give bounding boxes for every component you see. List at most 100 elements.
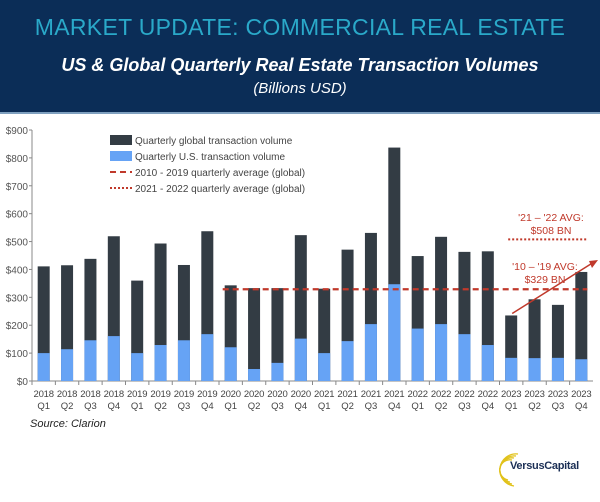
x-tick-label-year: 2018 bbox=[34, 389, 54, 400]
bar-us bbox=[528, 358, 541, 381]
bar-us bbox=[271, 362, 284, 381]
x-tick-label-quarter: Q4 bbox=[481, 401, 494, 412]
bar-us bbox=[84, 340, 97, 381]
y-tick-label: $900 bbox=[6, 126, 29, 137]
bar-us bbox=[131, 353, 144, 381]
x-tick-label-quarter: Q3 bbox=[552, 401, 565, 412]
bar-us bbox=[341, 341, 354, 381]
arrow-head-icon bbox=[589, 260, 598, 268]
x-tick-label-year: 2023 bbox=[524, 389, 544, 400]
x-tick-label-year: 2019 bbox=[197, 389, 217, 400]
bar-us bbox=[388, 284, 401, 381]
x-tick-label-quarter: Q1 bbox=[37, 401, 50, 412]
x-tick-label-year: 2019 bbox=[150, 389, 170, 400]
x-tick-label-quarter: Q3 bbox=[365, 401, 378, 412]
x-tick-label-year: 2019 bbox=[127, 389, 147, 400]
transaction-volume-chart: $0 $100 $200 $300 $400 $500 $600 $700 $800 $900 20… bbox=[6, 126, 598, 412]
x-tick-label-year: 2020 bbox=[221, 389, 241, 400]
x-tick-label-quarter: Q2 bbox=[435, 401, 448, 412]
x-tick-label-quarter: Q1 bbox=[505, 401, 518, 412]
x-tick-label-quarter: Q4 bbox=[107, 401, 120, 412]
y-tick-label: $400 bbox=[6, 265, 29, 276]
x-tick-label-quarter: Q3 bbox=[458, 401, 471, 412]
x-tick-label-year: 2023 bbox=[501, 389, 521, 400]
x-tick-label-year: 2018 bbox=[80, 389, 100, 400]
bar-us bbox=[201, 334, 214, 381]
source-note: Source: Clarion bbox=[30, 418, 106, 430]
x-tick-label-year: 2022 bbox=[454, 389, 474, 400]
x-tick-label-year: 2018 bbox=[104, 389, 124, 400]
x-tick-label-year: 2022 bbox=[408, 389, 428, 400]
bar-global bbox=[575, 271, 588, 381]
x-tick-label-quarter: Q2 bbox=[61, 401, 74, 412]
bar-us bbox=[107, 336, 120, 381]
x-tick-label-year: 2022 bbox=[478, 389, 498, 400]
x-tick-label-quarter: Q1 bbox=[224, 401, 237, 412]
bar-us bbox=[154, 345, 167, 381]
bar-us bbox=[481, 345, 494, 381]
chart-title: US & Global Quarterly Real Estate Transa… bbox=[61, 55, 539, 75]
bar-us bbox=[318, 353, 331, 381]
bar-us bbox=[458, 334, 471, 381]
x-tick-label-quarter: Q3 bbox=[84, 401, 97, 412]
bar-us bbox=[551, 357, 564, 381]
logo-swoosh-icon bbox=[499, 453, 519, 487]
x-tick-label-quarter: Q2 bbox=[154, 401, 167, 412]
x-tick-label-year: 2021 bbox=[314, 389, 334, 400]
x-tick-label-quarter: Q2 bbox=[341, 401, 354, 412]
header-banner: MARKET UPDATE: COMMERCIAL REAL ESTATE US… bbox=[0, 0, 600, 114]
x-tick-label-quarter: Q4 bbox=[575, 401, 588, 412]
x-tick-label-quarter: Q3 bbox=[271, 401, 284, 412]
chart-unit: (Billions USD) bbox=[253, 80, 347, 97]
bar-us bbox=[177, 340, 190, 381]
x-tick-label-year: 2021 bbox=[361, 389, 381, 400]
y-tick-label: $0 bbox=[17, 377, 29, 388]
y-tick-label: $800 bbox=[6, 154, 29, 165]
bar-us bbox=[61, 349, 74, 381]
y-tick-label: $700 bbox=[6, 182, 29, 193]
x-tick-label-quarter: Q1 bbox=[131, 401, 144, 412]
x-tick-label-year: 2020 bbox=[244, 389, 264, 400]
x-tick-label-quarter: Q4 bbox=[201, 401, 214, 412]
x-tick-label-year: 2020 bbox=[291, 389, 311, 400]
bar-us bbox=[294, 338, 307, 381]
x-tick-label-year: 2018 bbox=[57, 389, 77, 400]
x-tick-label-year: 2019 bbox=[174, 389, 194, 400]
x-tick-label-quarter: Q3 bbox=[178, 401, 191, 412]
y-tick-label: $100 bbox=[6, 349, 29, 360]
bar-us bbox=[37, 353, 50, 381]
bar-us bbox=[575, 359, 588, 381]
bar-us bbox=[411, 328, 424, 381]
y-tick-label: $600 bbox=[6, 210, 29, 221]
x-tick-label-year: 2020 bbox=[267, 389, 287, 400]
x-tick-label-quarter: Q4 bbox=[294, 401, 307, 412]
annotation-label: '10 – '19 AVG: bbox=[512, 261, 578, 273]
bar-global bbox=[271, 288, 284, 381]
y-tick-label: $500 bbox=[6, 238, 29, 249]
page-title: MARKET UPDATE: COMMERCIAL REAL ESTATE bbox=[34, 14, 566, 40]
bar-us bbox=[505, 357, 518, 381]
bar-us bbox=[224, 347, 237, 381]
x-tick-label-quarter: Q2 bbox=[528, 401, 541, 412]
x-tick-label-year: 2021 bbox=[337, 389, 357, 400]
legend-swatch bbox=[110, 135, 132, 145]
x-tick-label-year: 2023 bbox=[571, 389, 591, 400]
x-tick-label-year: 2022 bbox=[431, 389, 451, 400]
x-tick-label-quarter: Q4 bbox=[388, 401, 401, 412]
logo-text: VersusCapital bbox=[510, 460, 579, 472]
y-tick-label: $200 bbox=[6, 321, 29, 332]
x-tick-label-quarter: Q1 bbox=[318, 401, 331, 412]
annotation-value: $508 BN bbox=[531, 225, 572, 237]
x-tick-label-year: 2023 bbox=[548, 389, 568, 400]
legend-swatch bbox=[110, 151, 132, 161]
legend-label: 2010 - 2019 quarterly average (global) bbox=[135, 168, 305, 179]
trend-arrow bbox=[511, 261, 595, 315]
legend-label: Quarterly global transaction volume bbox=[135, 136, 293, 147]
y-tick-label: $300 bbox=[6, 293, 29, 304]
annotation-label: '21 – '22 AVG: bbox=[518, 212, 584, 224]
versus-capital-logo: VersusCapital bbox=[488, 448, 588, 492]
bar-us bbox=[435, 324, 448, 381]
bar-us bbox=[248, 369, 261, 381]
legend-label: 2021 - 2022 quarterly average (global) bbox=[135, 184, 305, 195]
x-tick-label-quarter: Q1 bbox=[411, 401, 424, 412]
